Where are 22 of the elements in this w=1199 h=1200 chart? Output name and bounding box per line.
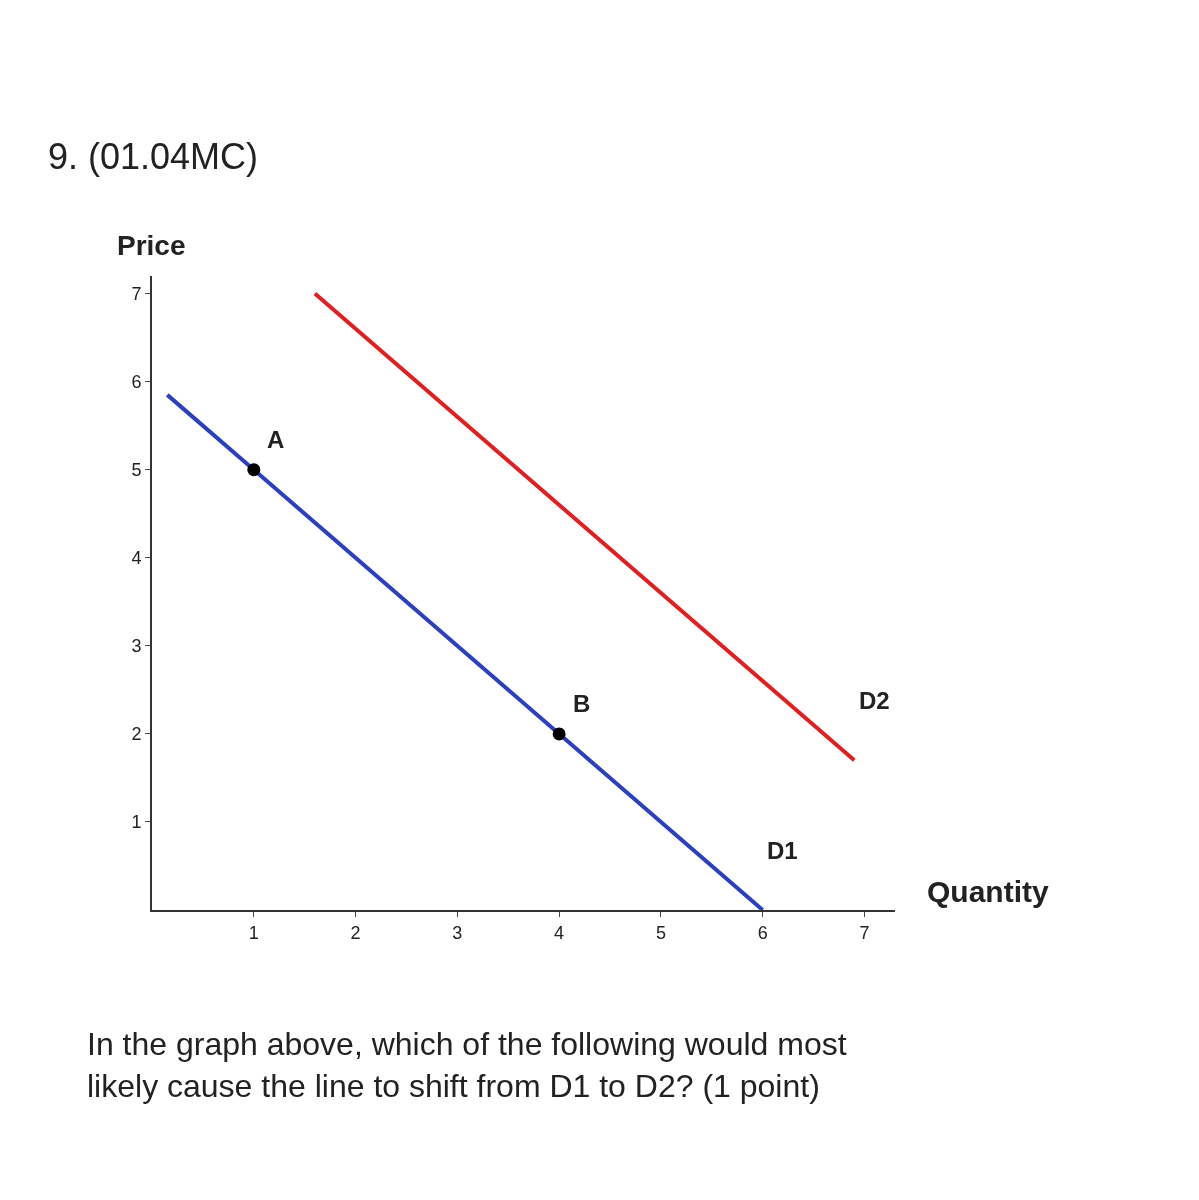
text: In the graph above, which of the following would most likely cause the line to shift from D1 to D2? (1 point) — [87, 1026, 847, 1104]
y-tick-label: 5 — [131, 460, 142, 481]
y-tick-label: 3 — [131, 636, 142, 657]
x-tick-label: 4 — [554, 922, 565, 943]
y-tick-label: 6 — [131, 371, 142, 392]
x-axis-title: Quantity — [927, 875, 1049, 908]
y-tick-label: 4 — [131, 548, 142, 569]
x-tick-label: 7 — [859, 922, 870, 943]
x-tick-label: 3 — [452, 922, 463, 943]
x-tick-label: 6 — [757, 922, 768, 943]
series-label: D2 — [859, 687, 890, 714]
y-tick-label: 1 — [131, 812, 142, 833]
annotation: A — [267, 426, 285, 453]
series-label: D1 — [767, 837, 798, 864]
chart-title: 9. (01.04MC) — [47, 136, 259, 178]
x-tick-label: 2 — [350, 922, 361, 943]
y-tick-label: 2 — [131, 724, 142, 745]
y-axis-title: Price — [117, 230, 186, 261]
annotation: B — [573, 690, 591, 717]
y-tick-label: 7 — [131, 283, 142, 304]
x-tick-label: 5 — [655, 922, 666, 943]
x-tick-label: 1 — [248, 922, 259, 943]
